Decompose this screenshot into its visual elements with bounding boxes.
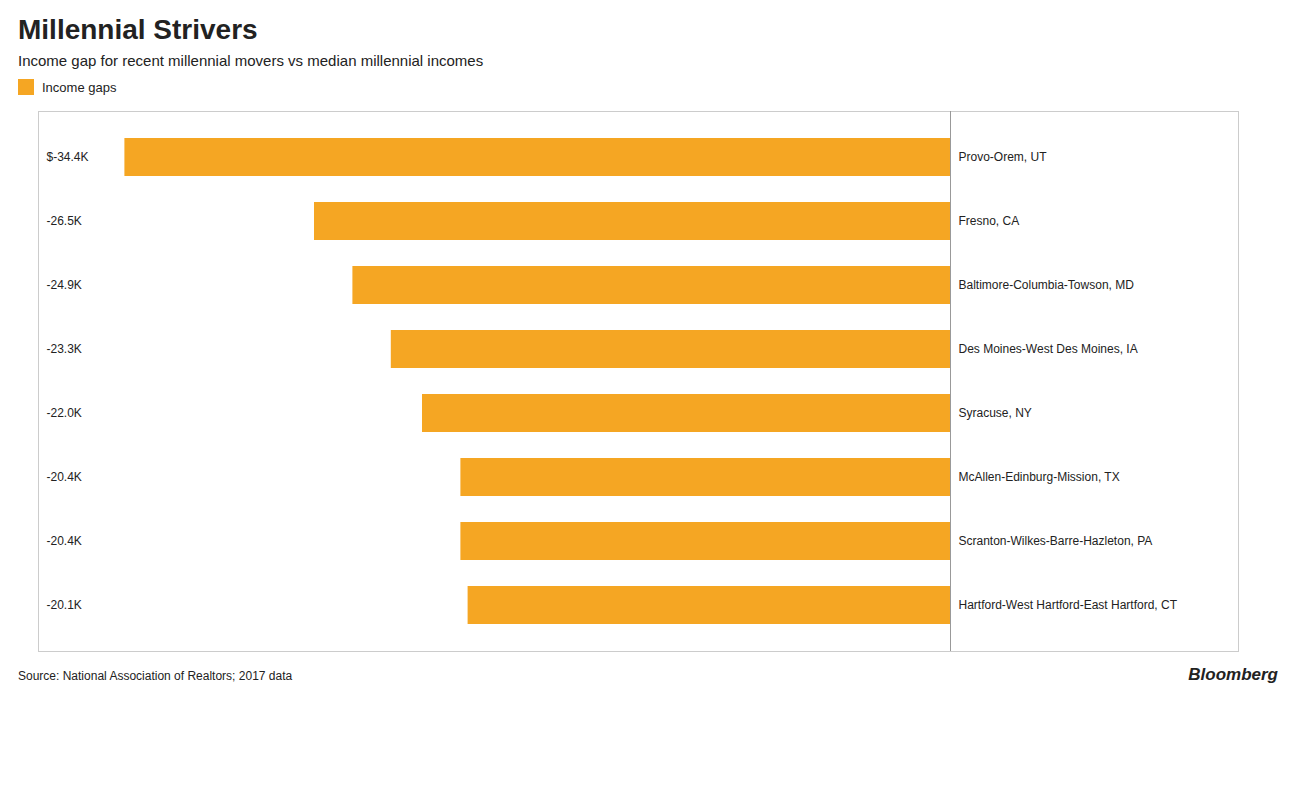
svg-text:McAllen-Edinburg-Mission, TX: McAllen-Edinburg-Mission, TX <box>959 470 1120 484</box>
svg-text:-20.4K: -20.4K <box>47 534 82 548</box>
svg-text:Fresno, CA: Fresno, CA <box>959 214 1020 228</box>
svg-text:-20.1K: -20.1K <box>47 598 82 612</box>
svg-text:Baltimore-Columbia-Towson, MD: Baltimore-Columbia-Towson, MD <box>959 278 1135 292</box>
html-text:Income gap for recent millenni: Income gap for recent millennial movers … <box>18 52 484 69</box>
svg-text:-22.0K: -22.0K <box>47 406 82 420</box>
svg-text:$-34.4K: $-34.4K <box>47 150 89 164</box>
svg-text:Hartford-West Hartford-East Ha: Hartford-West Hartford-East Hartford, CT <box>959 598 1178 612</box>
svg-text:Scranton-Wilkes-Barre-Hazleton: Scranton-Wilkes-Barre-Hazleton, PA <box>959 534 1153 548</box>
svg-text:Provo-Orem, UT: Provo-Orem, UT <box>959 150 1048 164</box>
svg-text:-24.9K: -24.9K <box>47 278 82 292</box>
html-text:Income gaps: Income gaps <box>42 79 117 95</box>
svg-text:-20.4K: -20.4K <box>47 470 82 484</box>
svg-text:-23.3K: -23.3K <box>47 342 82 356</box>
html-text:Millennial Strivers: Millennial Strivers <box>18 14 258 45</box>
svg-text:-26.5K: -26.5K <box>47 214 82 228</box>
svg-text:Des Moines-West Des Moines, IA: Des Moines-West Des Moines, IA <box>959 342 1138 356</box>
html-text:Bloomberg: Bloomberg <box>1188 665 1278 684</box>
html-text:Source: National Association o: Source: National Association of Realtors… <box>18 669 293 683</box>
svg-text:Syracuse, NY: Syracuse, NY <box>959 406 1032 420</box>
